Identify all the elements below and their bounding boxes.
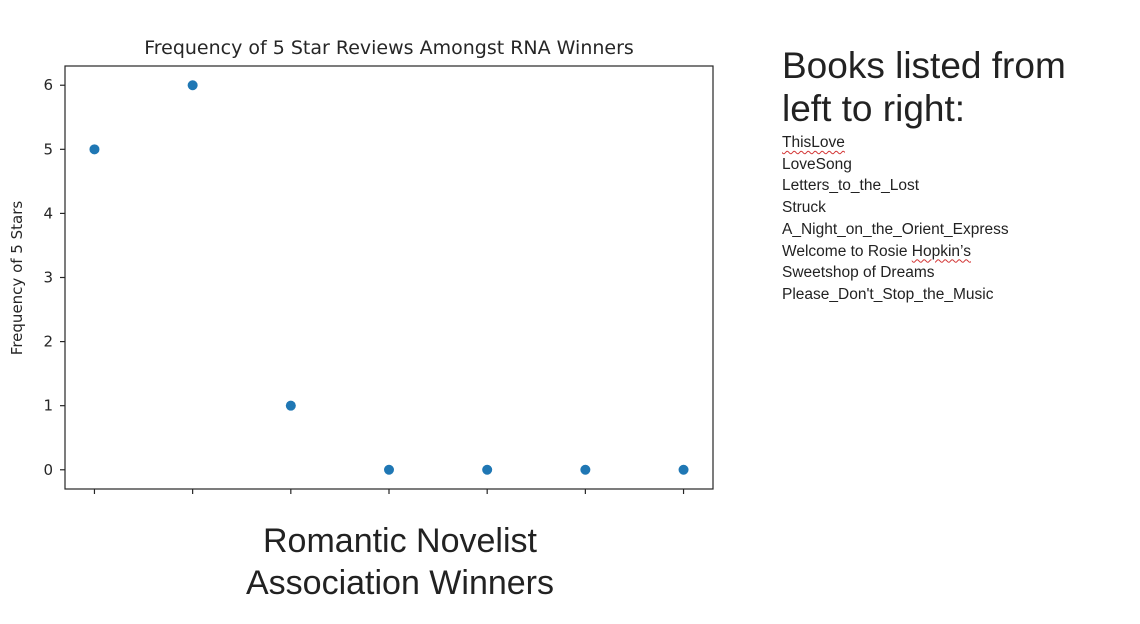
book-title: LoveSong	[782, 155, 852, 173]
data-point	[285, 400, 296, 411]
book-item: Struck	[782, 197, 1132, 219]
book-item: Please_Don't_Stop_the_Music	[782, 284, 1132, 306]
books-legend-heading-line-1: Books listed from	[782, 45, 1066, 86]
y-tick-label: 6	[43, 76, 53, 94]
data-point	[384, 464, 394, 475]
x-axis	[93, 489, 685, 494]
book-title: Sweetshop of Dreams	[782, 264, 935, 282]
y-axis: 0 1 2 3 4 5 6	[43, 76, 65, 479]
book-title: Letters_to_the_Lost	[782, 177, 920, 195]
x-axis-label: Romantic Novelist Association Winners	[190, 520, 610, 604]
x-axis-label-line-2: Association Winners	[245, 564, 554, 602]
chart-title: Frequency of 5 Star Reviews Amongst RNA …	[144, 37, 634, 59]
book-item: Sweetshop of Dreams	[782, 262, 1132, 284]
data-point	[580, 464, 591, 475]
book-item: Letters_to_the_Lost	[782, 175, 1132, 197]
y-axis-label: Frequency of 5 Stars	[8, 201, 26, 356]
scatter-chart: Frequency of 5 Star Reviews Amongst RNA …	[8, 37, 714, 494]
y-tick-label: 0	[43, 461, 53, 479]
spellcheck-word: Hopkin’s	[911, 242, 971, 260]
data-point	[89, 144, 100, 155]
book-item: LoveSong	[782, 154, 1132, 176]
plot-area-frame	[64, 65, 714, 490]
books-legend-heading-line-2: left to right:	[782, 88, 966, 129]
data-point	[678, 464, 689, 475]
book-title: A_Night_on_the_Orient_Express	[782, 220, 1009, 238]
y-tick-label: 4	[43, 204, 53, 222]
y-tick-label: 1	[43, 397, 53, 415]
books-list: ThisLove LoveSong Letters_to_the_Lost St…	[782, 132, 1132, 306]
x-axis-label-line-1: Romantic Novelist	[263, 522, 537, 560]
data-points	[89, 80, 689, 475]
book-item: A_Night_on_the_Orient_Express	[782, 219, 1132, 241]
y-tick-label: 2	[43, 333, 53, 351]
book-item: Welcome to Rosie Hopkin’s	[782, 241, 1132, 263]
book-title: ThisLove	[782, 134, 845, 151]
book-title: Please_Don't_Stop_the_Music	[782, 285, 994, 303]
y-tick-label: 5	[43, 140, 53, 158]
y-tick-label: 3	[43, 269, 53, 287]
book-title: Struck	[782, 199, 826, 217]
books-legend-heading: Books listed from left to right:	[782, 44, 1132, 130]
book-item: ThisLove	[782, 132, 1132, 154]
data-point	[482, 464, 493, 475]
books-legend-panel: Books listed from left to right: ThisLov…	[782, 44, 1132, 306]
book-title: Welcome to Rosie Hopkin’s	[782, 242, 971, 260]
data-point	[187, 80, 198, 91]
